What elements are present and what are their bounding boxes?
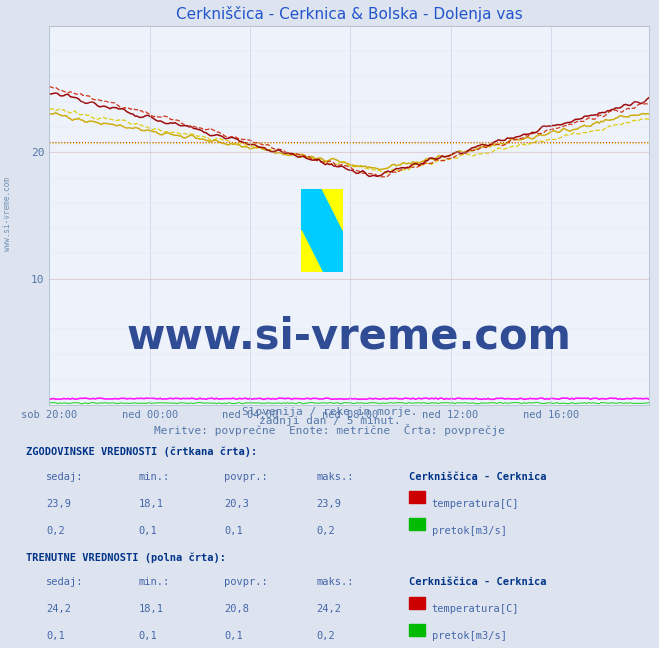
Polygon shape [301, 189, 322, 231]
Text: pretok[m3/s]: pretok[m3/s] [432, 526, 507, 536]
Text: 24,2: 24,2 [46, 605, 71, 614]
Text: temperatura[C]: temperatura[C] [432, 499, 519, 509]
Text: povpr.:: povpr.: [224, 577, 268, 588]
Text: pretok[m3/s]: pretok[m3/s] [432, 631, 507, 642]
Text: maks.:: maks.: [316, 472, 354, 481]
FancyBboxPatch shape [409, 518, 425, 530]
FancyBboxPatch shape [409, 597, 425, 608]
Text: povpr.:: povpr.: [224, 472, 268, 481]
Text: 23,9: 23,9 [316, 499, 341, 509]
Text: zadnji dan / 5 minut.: zadnji dan / 5 minut. [258, 417, 401, 426]
Text: 0,1: 0,1 [224, 526, 243, 536]
Text: Slovenija / reke in morje.: Slovenija / reke in morje. [242, 407, 417, 417]
Polygon shape [301, 189, 343, 272]
FancyBboxPatch shape [409, 491, 425, 503]
Text: TRENUTNE VREDNOSTI (polna črta):: TRENUTNE VREDNOSTI (polna črta): [26, 553, 226, 563]
Text: 20,8: 20,8 [224, 605, 249, 614]
Text: maks.:: maks.: [316, 577, 354, 588]
Text: Cerkniščica - Cerknica: Cerkniščica - Cerknica [409, 577, 546, 588]
Text: ZGODOVINSKE VREDNOSTI (črtkana črta):: ZGODOVINSKE VREDNOSTI (črtkana črta): [26, 447, 258, 457]
Polygon shape [322, 189, 343, 231]
Polygon shape [301, 189, 343, 272]
Text: 24,2: 24,2 [316, 605, 341, 614]
Text: 0,2: 0,2 [316, 526, 335, 536]
Text: Cerkniščica - Cerknica: Cerkniščica - Cerknica [409, 472, 546, 481]
FancyBboxPatch shape [409, 624, 425, 636]
Text: min.:: min.: [138, 577, 169, 588]
Polygon shape [322, 231, 343, 272]
Text: sedaj:: sedaj: [46, 577, 84, 588]
Title: Cerkniščica - Cerknica & Bolska - Dolenja vas: Cerkniščica - Cerknica & Bolska - Dolenj… [176, 6, 523, 22]
Text: min.:: min.: [138, 472, 169, 481]
Text: 0,1: 0,1 [224, 631, 243, 642]
Text: 20,3: 20,3 [224, 499, 249, 509]
Polygon shape [301, 189, 343, 272]
Polygon shape [301, 231, 322, 272]
Text: Meritve: povprečne  Enote: metrične  Črta: povprečje: Meritve: povprečne Enote: metrične Črta:… [154, 424, 505, 436]
Text: 23,9: 23,9 [46, 499, 71, 509]
Text: 0,2: 0,2 [46, 526, 65, 536]
Text: www.si-vreme.com: www.si-vreme.com [127, 316, 572, 358]
Text: sedaj:: sedaj: [46, 472, 84, 481]
Text: 0,1: 0,1 [46, 631, 65, 642]
Text: www.si-vreme.com: www.si-vreme.com [3, 177, 13, 251]
Text: temperatura[C]: temperatura[C] [432, 605, 519, 614]
Text: 0,1: 0,1 [138, 526, 157, 536]
Text: 0,1: 0,1 [138, 631, 157, 642]
Text: 18,1: 18,1 [138, 605, 163, 614]
Text: 18,1: 18,1 [138, 499, 163, 509]
Text: 0,2: 0,2 [316, 631, 335, 642]
